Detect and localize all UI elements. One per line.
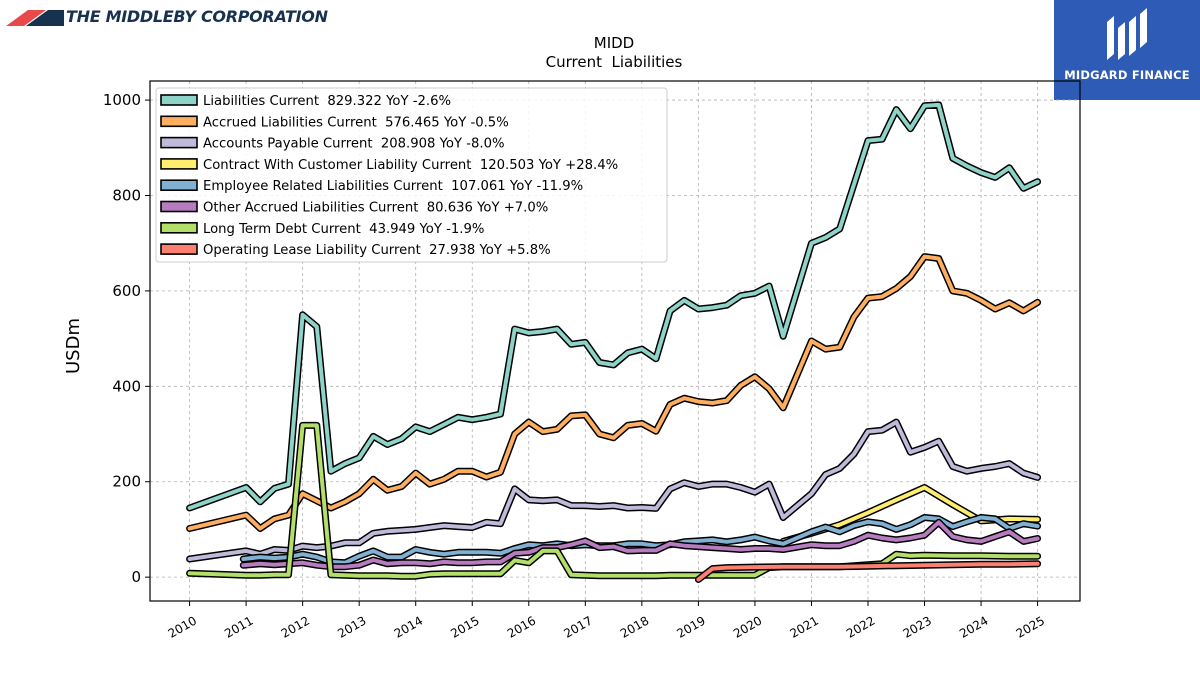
series-line-stroke [187,420,1040,561]
y-tick-label: 0 [131,568,141,586]
x-tick-label: 2015 [448,613,481,640]
company-name: THE MIDDLEBY CORPORATION [66,7,328,26]
legend-label: Other Accrued Liabilities Current 80.636… [203,201,548,216]
midgard-finance-badge: MIDGARD FINANCE [1054,0,1200,100]
legend-swatch [160,222,198,234]
x-axis: 2010 2011 2012 2013 2014 2015 2016 2017 2018 2019… [166,601,1047,641]
legend-swatch [160,179,198,191]
series-line [186,253,1042,532]
series-line [694,560,1042,583]
legend-label: Employee Related Liabilities Current 107… [203,179,583,194]
y-tick-label: 800 [112,186,141,204]
logo-navy-stripe [26,10,64,26]
series-line-stroke [696,561,1040,582]
x-tick-label: 2011 [222,613,255,640]
legend: Liabilities Current 829.322 YoY -2.6% Acc… [155,87,668,263]
x-tick-label: 2012 [279,613,312,640]
legend-label: Liabilities Current 829.322 YoY -2.6% [203,94,451,109]
company-logo [6,10,64,26]
chart-subtitle: Current Liabilities [546,53,683,71]
series-line-stroke [187,102,1040,510]
x-tick-label: 2020 [731,613,764,640]
plot-frame [149,80,1081,602]
legend-label: Accrued Liabilities Current 576.465 YoY … [203,115,509,130]
series-line-stroke [187,254,1040,531]
x-tick-label: 2021 [788,613,821,640]
x-tick-label: 2013 [335,613,368,640]
x-tick-label: 2024 [957,613,990,640]
y-tick-label: 400 [112,377,141,395]
legend-swatch [160,243,198,255]
x-tick-label: 2016 [505,613,538,640]
series-line [239,514,1042,567]
x-tick-label: 2022 [844,613,877,640]
y-tick-label: 600 [112,282,141,300]
x-tick-label: 2010 [166,613,199,640]
badge-label: MIDGARD FINANCE [1064,68,1190,82]
midgard-logo-icon [1107,8,1147,60]
legend-swatch [160,94,198,106]
series-line-stroke [241,515,1040,565]
x-tick-label: 2023 [901,613,934,640]
legend-box [155,87,668,263]
series-line [239,518,1042,571]
x-tick-label: 2019 [674,613,707,640]
y-axis: 0 200 400 600 800 1000 [103,91,150,586]
chart-title: MIDD [594,34,634,52]
y-tick-label: 1000 [103,91,141,109]
legend-label: Long Term Debt Current 43.949 YoY -1.9% [203,222,484,237]
legend-label: Accounts Payable Current 208.908 YoY -8.… [203,137,505,152]
legend-label: Operating Lease Liability Current 27.938… [203,243,551,258]
x-tick-label: 2014 [392,613,425,640]
legend-swatch [160,136,198,149]
legend-swatch [160,200,198,213]
series-line [186,101,1042,512]
legend-swatch [160,115,198,128]
y-axis-label: USDm [63,318,84,374]
logo-red-stripe [6,10,46,26]
x-tick-label: 2025 [1014,613,1047,640]
series-line [186,418,1042,563]
legend-label: Contract With Customer Liability Current… [203,158,618,173]
legend-swatch [160,158,198,170]
series-layer [186,101,1042,583]
x-tick-label: 2017 [561,613,594,640]
x-tick-label: 2018 [618,613,651,640]
y-tick-label: 200 [112,473,141,491]
series-line-outline [186,253,1042,532]
series-line-stroke [241,520,1040,569]
